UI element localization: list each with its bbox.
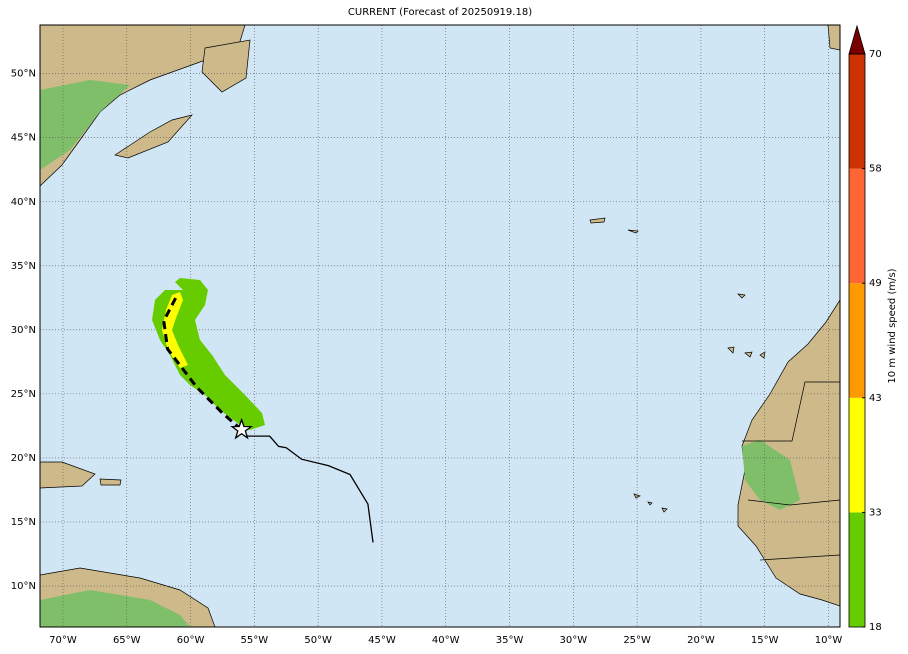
north-america	[40, 25, 246, 187]
x-tick-label: 10°W	[815, 635, 843, 646]
colorbar-tick-label: 33	[869, 507, 882, 518]
y-tick-label: 35°N	[11, 261, 36, 272]
colorbar-tick-label: 18	[869, 622, 882, 633]
x-tick-label: 65°W	[113, 635, 141, 646]
graticule	[40, 25, 840, 627]
colorbar-tick-label: 49	[869, 278, 882, 289]
newfoundland	[201, 39, 251, 93]
nova-scotia	[114, 114, 194, 159]
y-tick-label: 15°N	[11, 517, 36, 528]
y-tick-label: 10°N	[11, 581, 36, 592]
colorbar-segment	[849, 283, 865, 398]
x-tick-label: 60°W	[177, 635, 205, 646]
current-position	[230, 417, 253, 440]
map-frame	[39, 24, 841, 628]
past-track	[246, 435, 374, 543]
x-tick-label: 50°W	[304, 635, 332, 646]
lowland	[742, 440, 800, 510]
colorbar-tick-label: 70	[869, 49, 882, 60]
x-tick-label: 45°W	[368, 635, 396, 646]
colorbar-segment	[849, 168, 865, 284]
tracks	[162, 293, 374, 543]
y-tick-label: 40°N	[11, 197, 36, 208]
hispaniola	[40, 461, 96, 489]
colorbar-frame	[848, 53, 866, 628]
x-tick-label: 30°W	[560, 635, 588, 646]
wind-swath	[152, 278, 265, 430]
lowland	[40, 590, 190, 627]
puerto-rico	[99, 478, 122, 486]
x-tick-label: 35°W	[496, 635, 524, 646]
x-tick-label: 70°W	[49, 635, 77, 646]
borders	[742, 381, 840, 561]
colorbar: 18 33 43 49 58 70	[848, 24, 882, 633]
colorbar-tick-label: 58	[869, 164, 882, 175]
lowland	[40, 80, 130, 170]
colorbar-segment	[849, 54, 865, 169]
colorbar-extension	[848, 24, 866, 55]
y-tick-label: 20°N	[11, 453, 36, 464]
colorbar-tick-label: 43	[869, 393, 882, 404]
x-tick-label: 40°W	[432, 635, 460, 646]
x-tick-label: 20°W	[687, 635, 715, 646]
y-tick-label: 50°N	[11, 69, 36, 80]
y-tick-label: 25°N	[11, 389, 36, 400]
x-tick-label: 55°W	[241, 635, 269, 646]
x-tick-label: 25°W	[623, 635, 651, 646]
x-tick-label: 15°W	[751, 635, 779, 646]
y-tick-label: 45°N	[11, 133, 36, 144]
africa	[737, 299, 840, 607]
chart-title: CURRENT (Forecast of 20250919.18)	[348, 7, 532, 18]
colorbar-label: 10 m wind speed (m/s)	[887, 268, 898, 383]
colorbar-segment	[849, 512, 865, 627]
land	[40, 25, 840, 627]
colorbar-segment	[849, 397, 865, 513]
y-tick-label: 30°N	[11, 325, 36, 336]
